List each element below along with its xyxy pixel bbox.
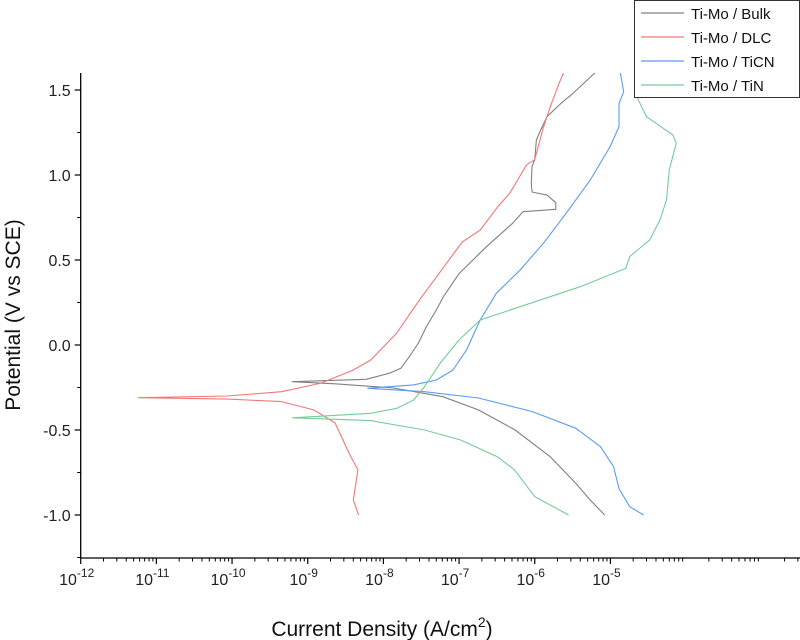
series-line-ti-mo-ticn: [367, 72, 644, 516]
x-axis-title: Current Density (A/cm2): [271, 614, 492, 640]
x-tick-label: 10-7: [441, 566, 470, 589]
y-tick-label: -1.0: [43, 508, 71, 525]
x-tick-label: 10-6: [517, 566, 546, 589]
x-tick-label: 10-9: [289, 566, 318, 589]
x-tick-label: 10-12: [59, 566, 94, 589]
x-tick-label: 10-8: [365, 566, 394, 589]
y-axis-title: Potential (V vs SCE): [2, 219, 25, 410]
series-line-ti-mo-dlc: [137, 72, 565, 516]
series-line-ti-mo-tin: [291, 94, 677, 516]
legend: Ti-Mo / Bulk Ti-Mo / DLC Ti-Mo / TiCN Ti-Mo…: [634, 0, 800, 98]
axes: 10-12 10-11 10-10 10-9 10-8 10-7 10-6 10-5 -1.0 -…: [43, 73, 800, 589]
legend-label: Ti-Mo / Bulk: [691, 6, 771, 23]
y-tick-label: 1.5: [48, 83, 70, 100]
legend-label: Ti-Mo / TiN: [691, 78, 764, 95]
x-tick-label: 10-10: [210, 566, 245, 589]
y-tick-label: 0.5: [48, 253, 70, 270]
legend-label: Ti-Mo / TiCN: [691, 54, 775, 71]
x-tick-label: 10-5: [592, 566, 621, 589]
y-tick-label: -0.5: [43, 423, 71, 440]
x-tick-label: 10-11: [135, 566, 170, 589]
legend-label: Ti-Mo / DLC: [691, 30, 771, 47]
y-tick-label: 1.0: [48, 168, 70, 185]
plot-curves: [137, 72, 677, 516]
y-tick-label: 0.0: [48, 338, 70, 355]
